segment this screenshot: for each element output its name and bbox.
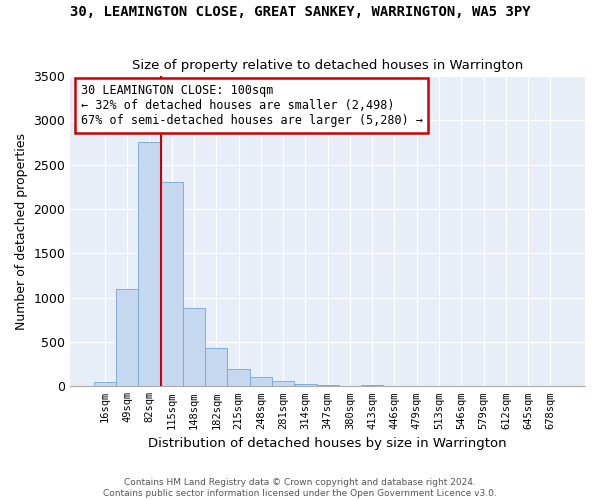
Bar [317, 385, 339, 386]
Bar [94, 382, 116, 386]
Bar [361, 385, 383, 386]
Bar [183, 308, 205, 386]
Bar [116, 289, 138, 386]
Bar [272, 382, 294, 386]
Bar [294, 384, 317, 386]
X-axis label: Distribution of detached houses by size in Warrington: Distribution of detached houses by size … [148, 437, 507, 450]
Title: Size of property relative to detached houses in Warrington: Size of property relative to detached ho… [132, 59, 523, 72]
Bar [138, 142, 161, 386]
Bar [161, 182, 183, 386]
Bar [227, 368, 250, 386]
Y-axis label: Number of detached properties: Number of detached properties [15, 132, 28, 330]
Bar [250, 378, 272, 386]
Text: Contains HM Land Registry data © Crown copyright and database right 2024.
Contai: Contains HM Land Registry data © Crown c… [103, 478, 497, 498]
Bar [205, 348, 227, 387]
Text: 30, LEAMINGTON CLOSE, GREAT SANKEY, WARRINGTON, WA5 3PY: 30, LEAMINGTON CLOSE, GREAT SANKEY, WARR… [70, 5, 530, 19]
Text: 30 LEAMINGTON CLOSE: 100sqm
← 32% of detached houses are smaller (2,498)
67% of : 30 LEAMINGTON CLOSE: 100sqm ← 32% of det… [80, 84, 422, 126]
